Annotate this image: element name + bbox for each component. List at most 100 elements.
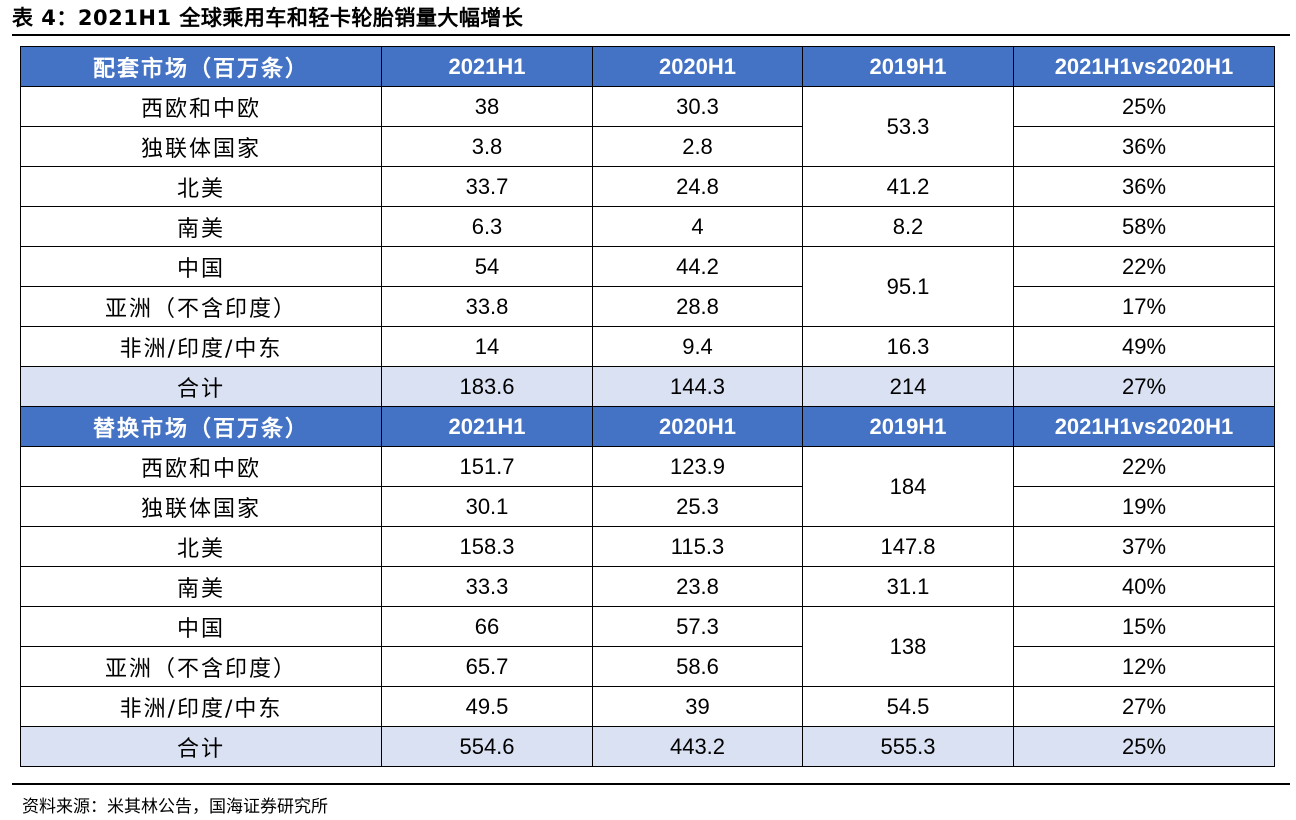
table-row: 西欧和中欧 151.7 123.9 184 22% <box>20 446 1275 527</box>
value-2020h1: 24.8 <box>592 166 803 207</box>
region-cell: 独联体国家 <box>20 126 382 167</box>
value-2021h1: 14 <box>381 326 593 367</box>
value-2020h1: 25.3 <box>592 486 803 527</box>
value-yoy: 27% <box>1013 366 1275 407</box>
region-cell: 合计 <box>20 366 382 407</box>
value-2019h1: 138 <box>802 606 1014 687</box>
table-row: 北美 158.3 115.3 147.8 37% <box>20 526 1275 567</box>
value-yoy: 36% <box>1013 126 1275 167</box>
value-2020h1: 9.4 <box>592 326 803 367</box>
value-2019h1: 147.8 <box>802 526 1014 567</box>
value-2020h1: 44.2 <box>592 246 803 287</box>
total-row: 合计 183.6 144.3 214 27% <box>20 366 1275 407</box>
value-2020h1: 58.6 <box>592 646 803 687</box>
value-yoy: 15% <box>1013 606 1275 647</box>
value-2021h1: 3.8 <box>381 126 593 167</box>
table-row: 独联体国家 30.1 25.3 19% <box>20 486 1275 527</box>
value-2021h1: 151.7 <box>381 446 593 487</box>
source-note: 资料来源：米其林公告，国海证券研究所 <box>22 797 328 817</box>
table-row: 独联体国家 3.8 2.8 36% <box>20 126 1275 167</box>
value-2021h1: 158.3 <box>381 526 593 567</box>
table-title: 表 4：2021H1 全球乘用车和轻卡轮胎销量大幅增长 <box>12 6 524 30</box>
column-header-2020h1: 2020H1 <box>592 406 803 447</box>
value-yoy: 49% <box>1013 326 1275 367</box>
table-row: 中国 66 57.3 138 15% <box>20 606 1275 687</box>
top-rule <box>12 34 1290 36</box>
value-2021h1: 54 <box>381 246 593 287</box>
oe-section-header: 配套市场（百万条） <box>20 46 382 87</box>
region-cell: 独联体国家 <box>20 486 382 527</box>
region-cell: 中国 <box>20 246 382 287</box>
column-header-2020h1: 2020H1 <box>592 46 803 87</box>
rt-section-header: 替换市场（百万条） <box>20 406 382 447</box>
value-2021h1: 65.7 <box>381 646 593 687</box>
column-header-2019h1: 2019H1 <box>802 46 1014 87</box>
value-2020h1: 115.3 <box>592 526 803 567</box>
table-row: 中国 54 44.2 95.1 22% <box>20 246 1275 327</box>
value-2021h1: 33.7 <box>381 166 593 207</box>
table-row: 亚洲（不含印度） 33.8 28.8 17% <box>20 286 1275 327</box>
value-2020h1: 2.8 <box>592 126 803 167</box>
region-cell: 中国 <box>20 606 382 647</box>
column-header-yoy: 2021H1vs2020H1 <box>1013 46 1275 87</box>
table-row: 南美 33.3 23.8 31.1 40% <box>20 566 1275 607</box>
value-2020h1: 443.2 <box>592 726 803 767</box>
rt-header-row: 替换市场（百万条） 2021H1 2020H1 2019H1 2021H1vs2… <box>20 406 1275 447</box>
oe-header-row: 配套市场（百万条） 2021H1 2020H1 2019H1 2021H1vs2… <box>20 46 1275 87</box>
value-2020h1: 4 <box>592 206 803 247</box>
table-row: 北美 33.7 24.8 41.2 36% <box>20 166 1275 207</box>
value-2019h1: 53.3 <box>802 86 1014 167</box>
value-2020h1: 30.3 <box>592 86 803 127</box>
table-row: 非洲/印度/中东 14 9.4 16.3 49% <box>20 326 1275 367</box>
value-2019h1: 214 <box>802 366 1014 407</box>
value-2020h1: 39 <box>592 686 803 727</box>
value-2019h1: 184 <box>802 446 1014 527</box>
value-yoy: 22% <box>1013 246 1275 287</box>
column-header-2019h1: 2019H1 <box>802 406 1014 447</box>
value-2019h1: 555.3 <box>802 726 1014 767</box>
column-header-2021h1: 2021H1 <box>381 406 593 447</box>
value-2020h1: 23.8 <box>592 566 803 607</box>
region-cell: 亚洲（不含印度） <box>20 286 382 327</box>
value-yoy: 37% <box>1013 526 1275 567</box>
region-cell: 西欧和中欧 <box>20 446 382 487</box>
value-2021h1: 66 <box>381 606 593 647</box>
region-cell: 亚洲（不含印度） <box>20 646 382 687</box>
total-row: 合计 554.6 443.2 555.3 25% <box>20 726 1275 767</box>
value-2019h1: 54.5 <box>802 686 1014 727</box>
table-row: 南美 6.3 4 8.2 58% <box>20 206 1275 247</box>
region-cell: 非洲/印度/中东 <box>20 686 382 727</box>
value-yoy: 19% <box>1013 486 1275 527</box>
region-cell: 北美 <box>20 166 382 207</box>
value-yoy: 17% <box>1013 286 1275 327</box>
region-cell: 西欧和中欧 <box>20 86 382 127</box>
value-2021h1: 33.3 <box>381 566 593 607</box>
value-2021h1: 49.5 <box>381 686 593 727</box>
value-2019h1: 8.2 <box>802 206 1014 247</box>
value-2019h1: 95.1 <box>802 246 1014 327</box>
value-2020h1: 144.3 <box>592 366 803 407</box>
tire-sales-table: 配套市场（百万条） 2021H1 2020H1 2019H1 2021H1vs2… <box>20 46 1275 767</box>
region-cell: 非洲/印度/中东 <box>20 326 382 367</box>
table-row: 非洲/印度/中东 49.5 39 54.5 27% <box>20 686 1275 727</box>
column-header-yoy: 2021H1vs2020H1 <box>1013 406 1275 447</box>
bottom-rule <box>12 783 1290 785</box>
value-yoy: 25% <box>1013 86 1275 127</box>
value-2021h1: 38 <box>381 86 593 127</box>
value-yoy: 36% <box>1013 166 1275 207</box>
value-2021h1: 183.6 <box>381 366 593 407</box>
value-yoy: 12% <box>1013 646 1275 687</box>
value-2019h1: 41.2 <box>802 166 1014 207</box>
value-2019h1: 16.3 <box>802 326 1014 367</box>
value-2019h1: 31.1 <box>802 566 1014 607</box>
value-yoy: 58% <box>1013 206 1275 247</box>
value-2020h1: 57.3 <box>592 606 803 647</box>
region-cell: 合计 <box>20 726 382 767</box>
value-2021h1: 554.6 <box>381 726 593 767</box>
value-yoy: 22% <box>1013 446 1275 487</box>
region-cell: 南美 <box>20 566 382 607</box>
value-2021h1: 30.1 <box>381 486 593 527</box>
value-2020h1: 123.9 <box>592 446 803 487</box>
value-yoy: 40% <box>1013 566 1275 607</box>
value-yoy: 27% <box>1013 686 1275 727</box>
